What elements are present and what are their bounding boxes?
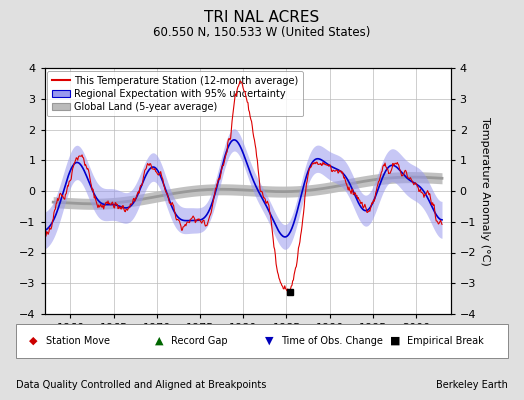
Y-axis label: Temperature Anomaly (°C): Temperature Anomaly (°C)	[480, 117, 490, 265]
Text: ▼: ▼	[265, 336, 273, 346]
Text: Record Gap: Record Gap	[171, 336, 228, 346]
Text: 60.550 N, 150.533 W (United States): 60.550 N, 150.533 W (United States)	[154, 26, 370, 39]
Text: Time of Obs. Change: Time of Obs. Change	[281, 336, 383, 346]
Text: TRI NAL ACRES: TRI NAL ACRES	[204, 10, 320, 25]
Text: ■: ■	[390, 336, 401, 346]
Text: ▲: ▲	[155, 336, 163, 346]
Text: Station Move: Station Move	[46, 336, 110, 346]
Text: Berkeley Earth: Berkeley Earth	[436, 380, 508, 390]
Text: ◆: ◆	[29, 336, 37, 346]
Text: Data Quality Controlled and Aligned at Breakpoints: Data Quality Controlled and Aligned at B…	[16, 380, 266, 390]
Legend: This Temperature Station (12-month average), Regional Expectation with 95% uncer: This Temperature Station (12-month avera…	[48, 71, 303, 116]
Text: Empirical Break: Empirical Break	[407, 336, 484, 346]
